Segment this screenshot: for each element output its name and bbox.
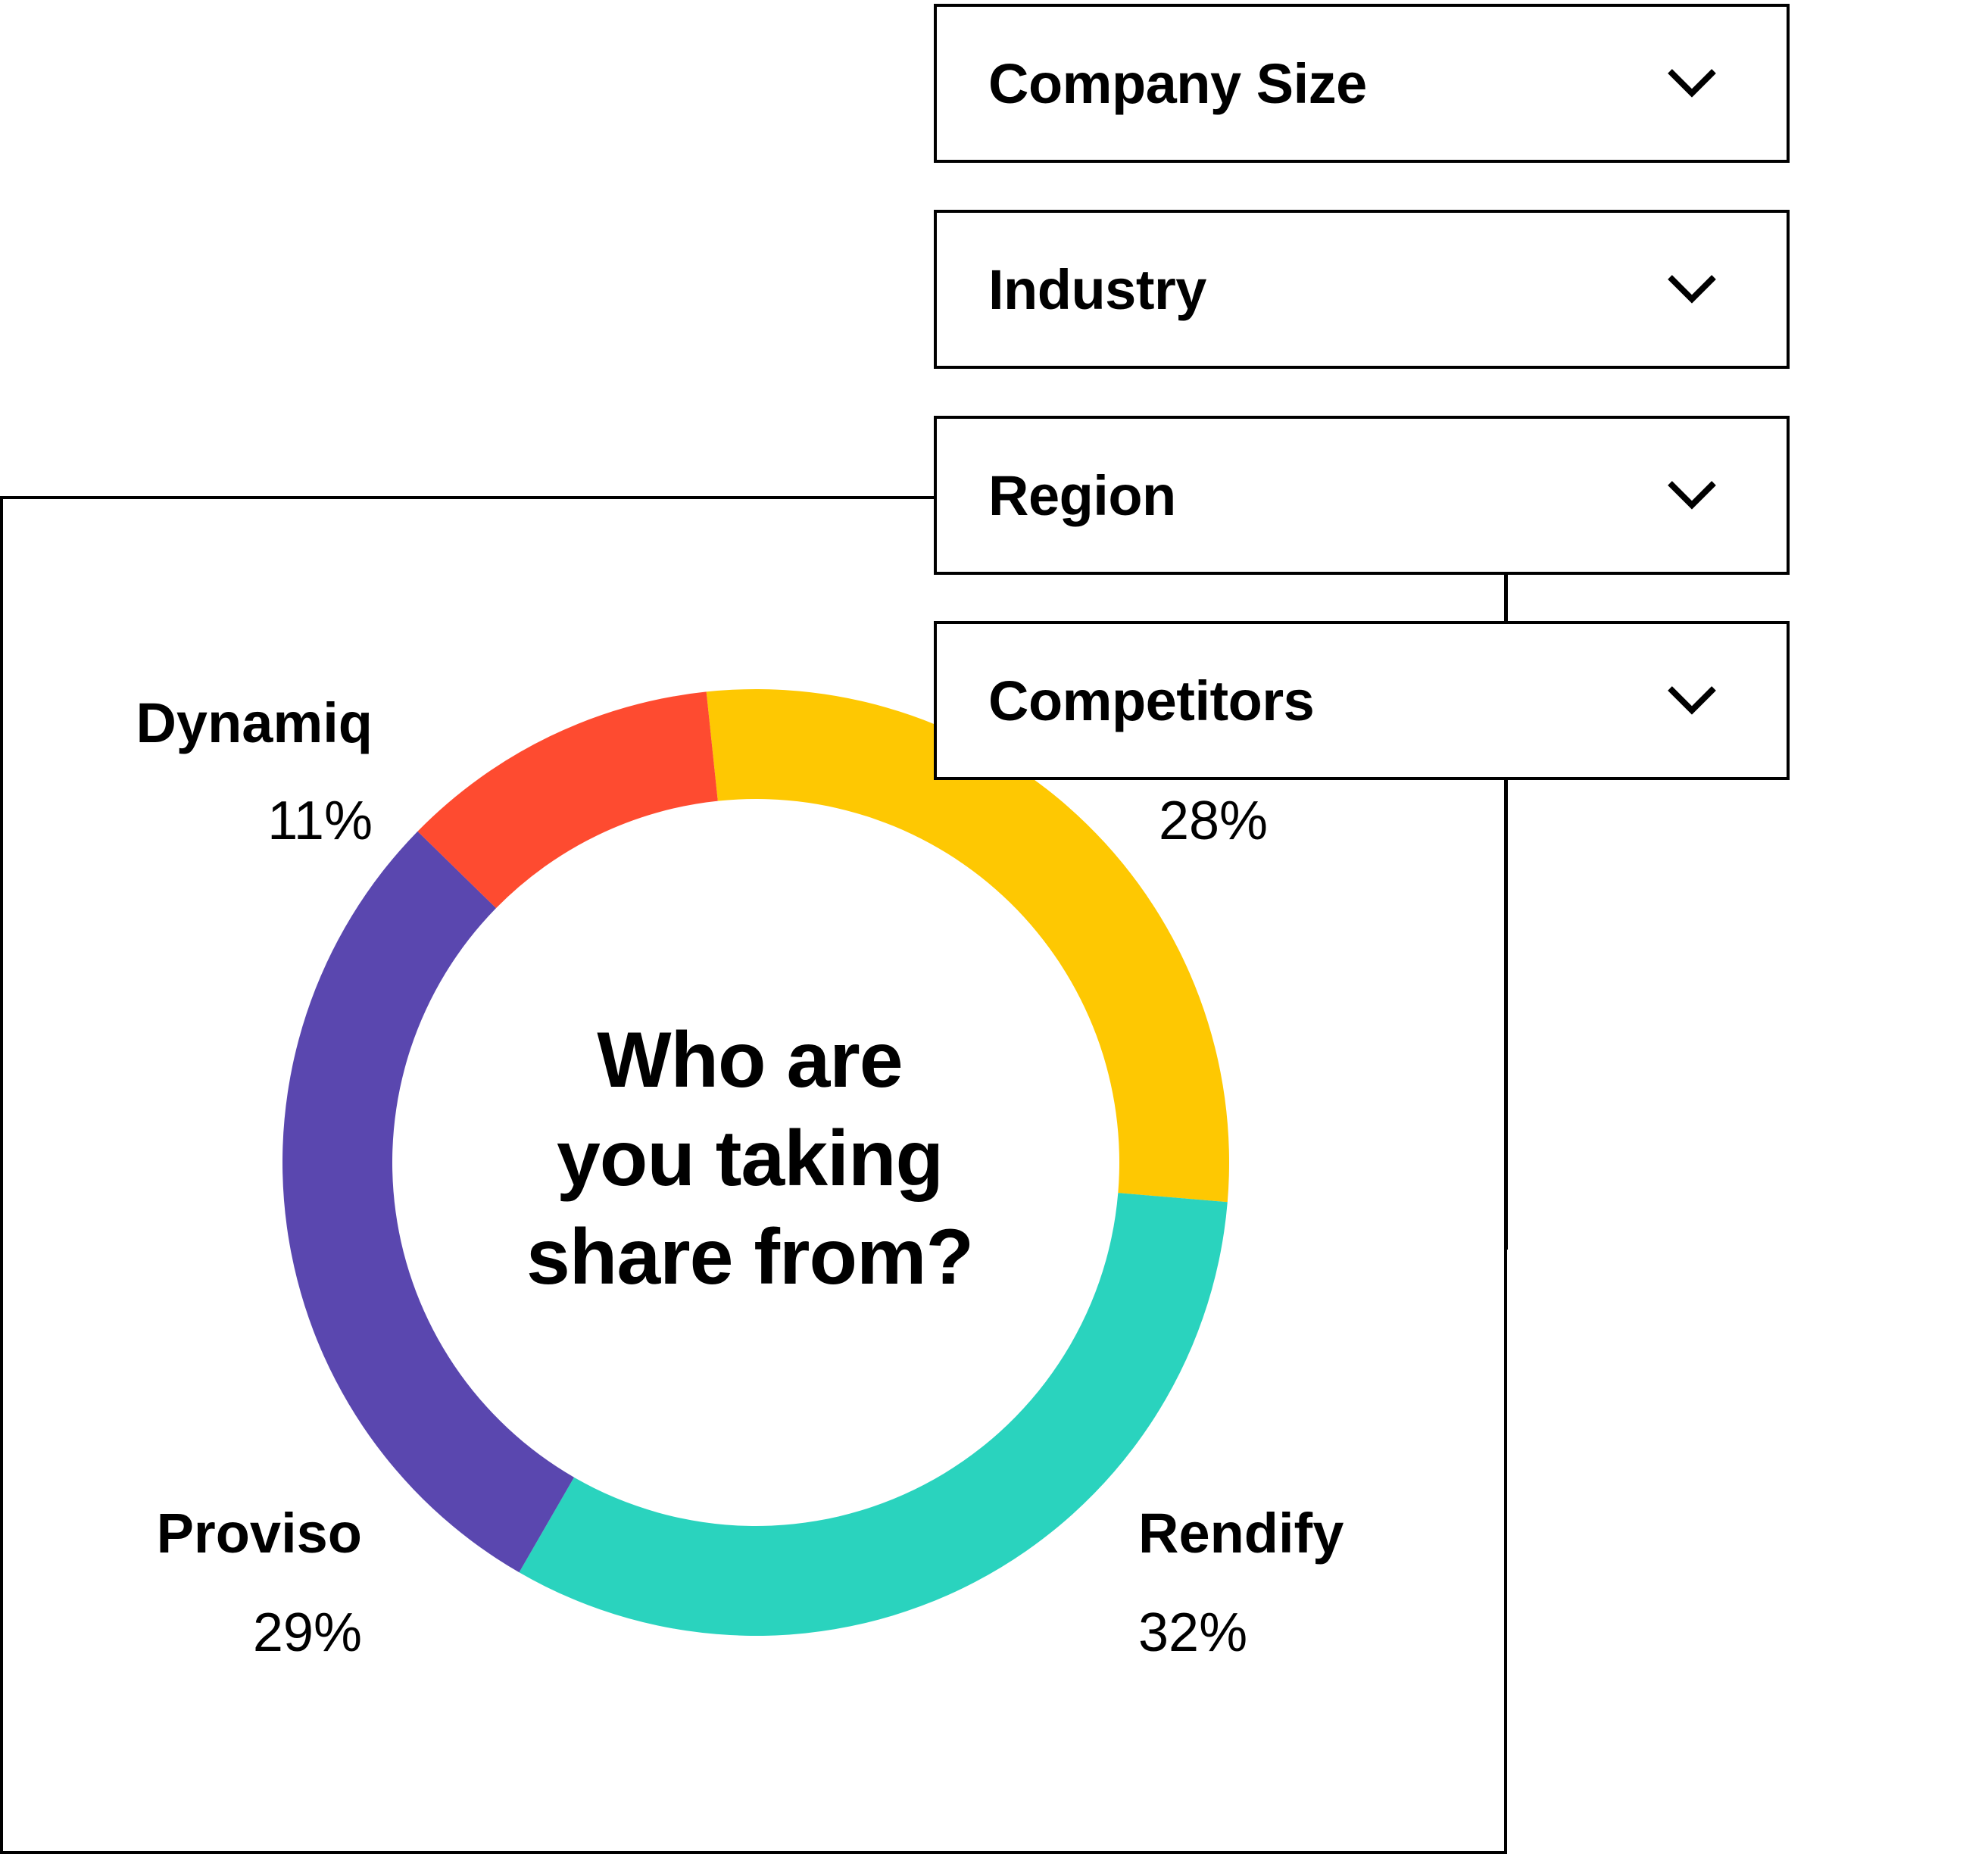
chart-title: Who are you taking share from?	[470, 1011, 1030, 1306]
filter-region[interactable]: Region	[934, 416, 1790, 575]
title-line: Who are	[597, 1016, 903, 1104]
slice-percent-label: 29%	[253, 1602, 362, 1663]
slice-percent-label: 28%	[1159, 791, 1268, 851]
donut-slice-dynamiq	[417, 691, 718, 909]
filter-industry[interactable]: Industry	[934, 210, 1790, 369]
connector-line	[1505, 780, 1508, 1250]
chevron-down-icon	[1668, 275, 1716, 304]
title-line: you taking	[556, 1115, 944, 1203]
filter-label: Company Size	[988, 51, 1367, 115]
donut-slice-proviso	[282, 831, 574, 1573]
slice-name-label: Proviso	[157, 1502, 362, 1565]
donut-slice-competitors	[706, 689, 1229, 1203]
title-line: share from?	[526, 1213, 974, 1301]
slice-percent-label: 32%	[1138, 1602, 1247, 1663]
slice-percent-label: 11%	[267, 791, 373, 851]
filter-label: Industry	[988, 257, 1206, 321]
chevron-down-icon	[1668, 481, 1716, 510]
donut-slice-rendify	[519, 1193, 1228, 1636]
connector-line	[1505, 573, 1508, 626]
chevron-down-icon	[1668, 686, 1716, 715]
filter-label: Region	[988, 463, 1176, 527]
filter-company-size[interactable]: Company Size	[934, 4, 1790, 163]
slice-name-label: Rendify	[1138, 1502, 1344, 1565]
filter-competitors[interactable]: Competitors	[934, 621, 1790, 780]
chevron-down-icon	[1668, 69, 1716, 98]
slice-name-label: Dynamiq	[136, 691, 373, 754]
filter-label: Competitors	[988, 669, 1315, 732]
